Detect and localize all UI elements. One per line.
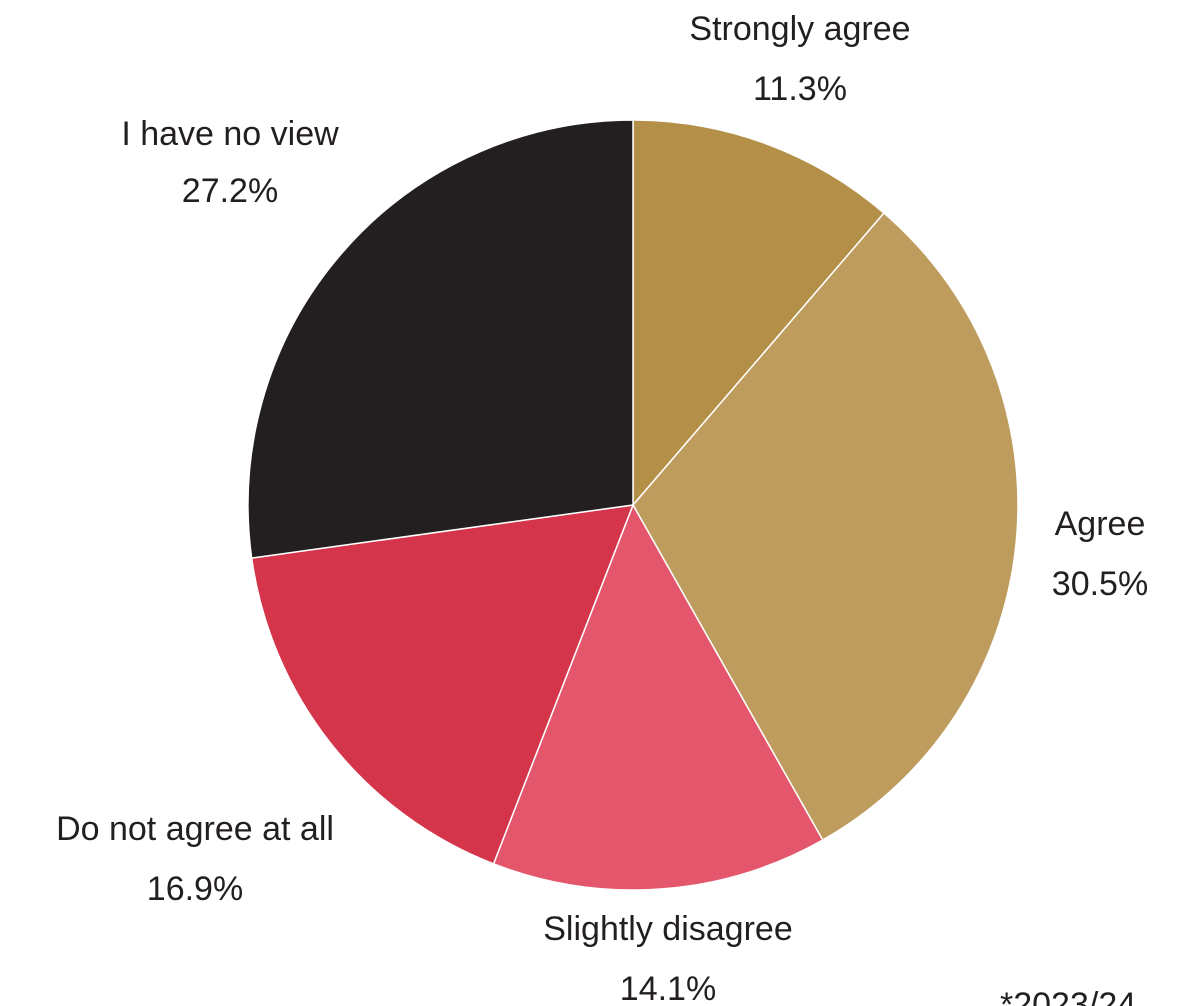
pie-slice-strongly-agree xyxy=(632,119,886,508)
pie-slice-i-have-no-view xyxy=(247,119,634,559)
pie-labels-group: Strongly agree 11.3% Agree 30.5% Slightly di… xyxy=(56,10,1148,1006)
slice-value-label: 14.1% xyxy=(620,970,716,1006)
slice-value-label: 27.2% xyxy=(182,172,278,210)
pie-slice-agree xyxy=(632,211,1019,842)
slice-value-label: 16.9% xyxy=(147,870,243,908)
slice-label: I have no view xyxy=(121,115,339,153)
pie-slice-do-not-agree-at-all xyxy=(250,504,635,865)
slice-label: Slightly disagree xyxy=(543,910,792,948)
slice-value-label: 11.3% xyxy=(753,70,847,108)
pie-slice-slightly-disagree xyxy=(492,503,824,891)
slice-label: Strongly agree xyxy=(689,10,910,48)
slice-value-label: 30.5% xyxy=(1052,565,1148,603)
pie-slices-group xyxy=(247,119,1019,891)
slice-label: Do not agree at all xyxy=(56,810,334,848)
footnote-text: *2023/24 xyxy=(1000,986,1136,1006)
slice-label: Agree xyxy=(1055,505,1146,543)
